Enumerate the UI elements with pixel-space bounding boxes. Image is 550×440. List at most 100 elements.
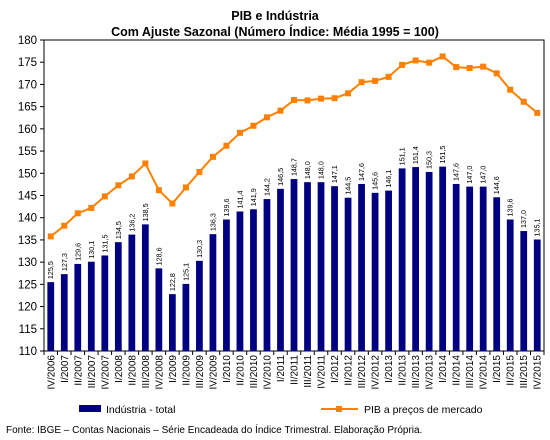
industria-bar [385,190,392,351]
x-tick-label: IV/2014 [479,355,490,390]
industria-bar [182,283,190,351]
legend-bar-swatch [79,405,101,412]
pib-point [304,97,311,104]
pib-point [480,63,487,70]
x-tick-label: IV/2013 [425,355,436,390]
bar-data-label: 144,6 [492,176,501,194]
x-tick-label: II/2015 [506,355,517,386]
industria-bar [331,186,338,351]
pib-point [399,61,406,68]
x-tick-label: III/2010 [249,355,260,389]
pib-point [385,73,392,80]
pib-point [263,114,270,121]
x-tick-label: III/2015 [519,355,530,389]
bar-data-label: 147,6 [452,163,461,181]
bar-data-label: 137,0 [519,210,528,228]
x-tick-label: IV/2009 [208,355,219,390]
industria-bar [425,171,433,351]
industria-bar [290,179,298,351]
pib-point [223,142,230,149]
chart-title: PIB e Indústria [231,9,320,23]
x-tick-label: I/2012 [330,355,341,383]
x-tick-label: IV/2015 [533,355,544,390]
bar-data-label: 151,4 [411,146,420,164]
bar-data-label: 130,3 [195,240,204,258]
pib-point [47,233,54,240]
pib-point [466,64,473,71]
industria-bar [479,186,487,351]
x-tick-label: II/2012 [344,355,355,386]
x-axis: IV/2006 I/2007 II/2007 III/2007 IV/2007 I/200… [43,351,545,390]
pib-point [291,96,297,103]
industria-bar [439,166,447,351]
industria-bar [236,211,244,351]
industria-bar-labels: 125,5 127,3 129,6 130,1 131,5 134,5 136,2 138,5… [46,146,541,292]
industria-bar [141,224,149,351]
pib-point [101,193,108,200]
bar-data-label: 148,0 [317,161,326,179]
x-tick-label: I/2007 [60,355,71,383]
x-tick-label: IV/2011 [317,355,328,389]
pib-point [453,64,460,71]
y-tick-label: 115 [19,324,37,336]
bar-data-label: 147,0 [465,166,474,184]
industria-bars [47,166,541,351]
bar-data-label: 145,6 [371,172,380,190]
pib-point [88,204,95,211]
bar-data-label: 147,6 [357,163,366,181]
pib-point [507,86,514,93]
y-axis: 110 115 120 125 130 135 140 145 150 155 160 165 170 1… [18,35,44,358]
y-tick-label: 140 [18,213,37,225]
bar-data-label: 147,0 [479,166,488,184]
x-tick-label: I/2008 [114,355,125,383]
bar-data-label: 128,6 [154,247,163,265]
industria-bar [263,199,271,351]
x-tick-label: III/2009 [195,355,206,389]
pib-point [250,122,257,129]
x-tick-label: IV/2008 [154,355,165,390]
x-tick-label: II/2010 [235,355,246,386]
x-tick-label: II/2007 [73,355,84,386]
y-tick-label: 175 [18,57,37,69]
industria-bar [114,242,122,351]
bar-data-label: 130,1 [87,241,96,259]
x-tick-label: III/2013 [411,355,422,389]
bar-data-label: 151,1 [398,147,407,165]
bar-data-label: 141,9 [249,188,258,206]
pib-point [372,77,379,84]
industria-bar [47,282,55,351]
bar-data-label: 148,7 [290,158,299,176]
industria-bar [223,219,230,351]
x-tick-label: III/2012 [357,355,368,389]
chart-subtitle: Com Ajuste Sazonal (Número Índice: Média… [111,24,439,39]
industria-bar [155,268,163,351]
y-tick-label: 150 [18,168,37,180]
bar-data-label: 150,3 [425,151,434,169]
industria-bar [466,186,474,351]
bar-data-label: 141,4 [235,190,244,208]
x-tick-label: I/2010 [222,355,233,383]
x-tick-label: II/2011 [290,355,301,385]
x-tick-label: III/2014 [465,355,476,389]
bar-data-label: 146,1 [384,170,393,188]
bar-data-label: 144,5 [344,177,353,195]
legend-line-marker [336,406,342,412]
pib-point [128,173,135,180]
industria-bar [493,197,501,351]
x-tick-label: I/2013 [384,355,395,383]
y-tick-label: 180 [18,35,37,47]
industria-bar [452,183,460,351]
pib-point [236,129,243,136]
pib-point [520,98,527,105]
pib-point [318,95,325,102]
pib-point [155,187,162,194]
industria-bar [317,182,325,351]
industria-bar [344,197,352,351]
bar-data-label: 136,3 [208,213,217,231]
x-tick-label: IV/2006 [46,355,57,390]
bar-data-label: 131,5 [100,234,109,252]
y-tick-label: 170 [18,79,37,91]
y-tick-label: 130 [18,257,37,269]
industria-bar [169,294,176,351]
